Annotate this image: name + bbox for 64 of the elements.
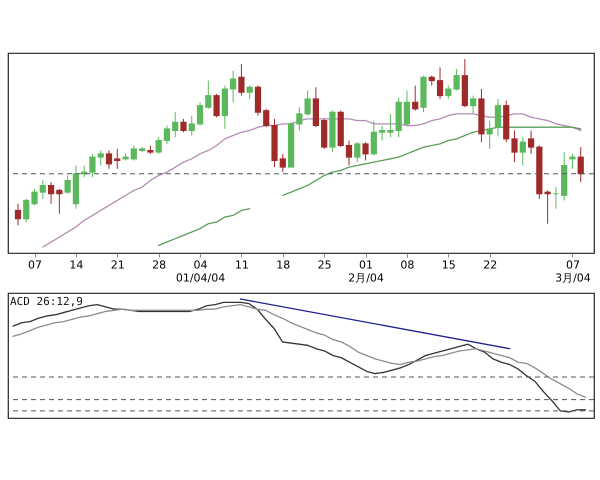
candlestick [23,198,30,223]
x-tick-label: 07 3月/04 [555,258,591,284]
candlestick [156,136,162,154]
candlestick [569,153,576,170]
candlestick [404,90,410,126]
candlestick [296,106,302,132]
x-tick-label: 01 2月/04 [348,258,384,284]
candlestick [48,182,54,204]
x-tick-label: 28 [152,258,166,272]
candlestick [64,174,71,194]
candlestick [89,153,96,178]
x-tick-label: 04 01/04/04 [176,258,226,284]
candlestick [40,180,46,200]
candlestick [280,153,286,173]
candlestick [205,80,212,110]
candlestick [230,70,236,103]
candlestick [412,85,418,112]
candlestick [246,85,253,100]
candlestick [106,150,112,170]
x-tick-label: 21 [110,258,125,272]
candlestick [578,146,584,183]
candlestick [98,150,104,166]
candlestick [520,136,526,166]
candlestick [14,203,22,226]
x-tick-label: 11 [234,258,249,272]
candlestick [470,95,476,114]
candlestick [263,108,270,128]
candlestick [164,125,170,144]
candlestick [445,85,452,100]
candlestick [370,120,377,156]
candlestick [196,102,204,126]
annotation: ACD 26:12,9 [10,295,83,308]
candlestick [346,140,352,166]
candlestick [494,98,502,136]
candlestick [387,113,394,138]
candlestick [56,188,62,214]
x-tick-label: 22 [483,258,498,272]
x-tick-label: 25 [318,258,332,272]
candlestick [180,118,187,133]
candlestick [172,112,178,138]
candlestick [378,125,386,142]
x-tick-label: 14 [69,258,84,272]
x-tick-label: 18 [276,258,290,272]
x-tick-label: 07 [28,258,42,272]
candlestick [362,142,369,161]
candlestick [528,130,534,154]
candlestick [436,66,444,100]
candlestick [354,142,360,163]
x-tick-label: 08 [400,258,414,272]
candlestick [31,188,38,206]
candlestick [304,90,311,116]
candlestick [486,120,493,150]
candlestick [238,63,245,96]
x-tick-label: 15 [442,258,456,272]
candlestick [552,186,560,210]
candlestick [453,68,460,92]
candlestick [188,115,195,136]
candlestick [544,190,551,224]
candlestick [511,130,518,163]
candlestick [213,93,220,118]
candlestick [130,145,137,161]
candlestick [81,164,88,178]
candlestick [428,75,435,86]
candlestick [114,148,120,170]
